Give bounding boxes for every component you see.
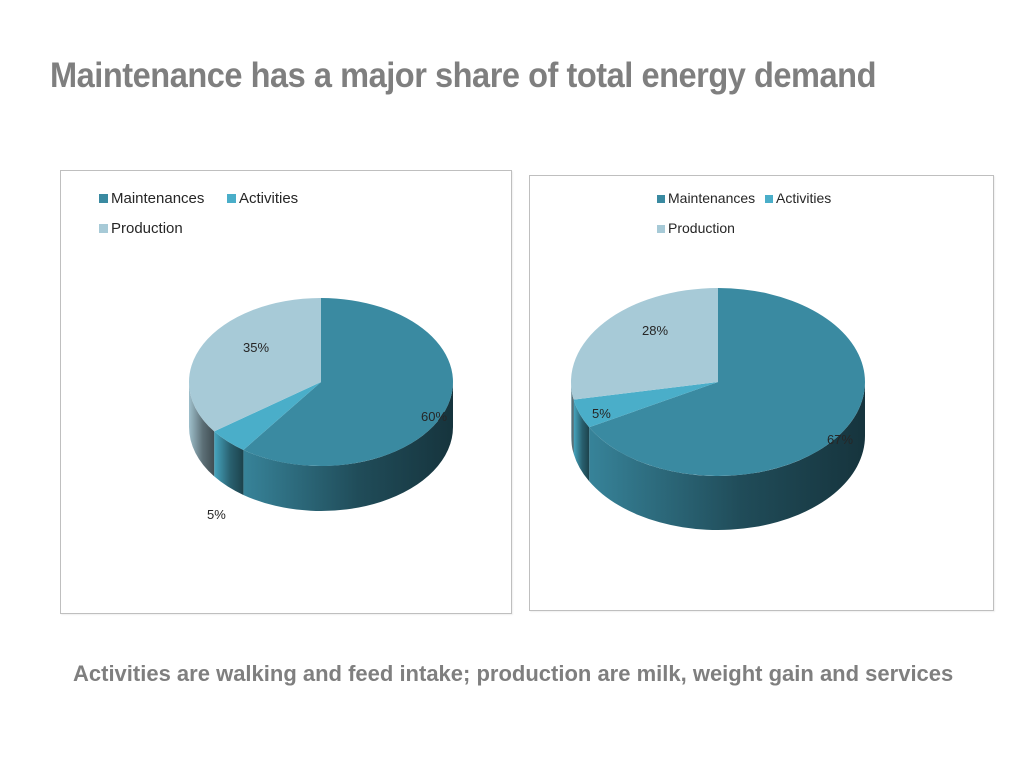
pie-side-activities — [214, 431, 244, 495]
legend-swatch-maintenances — [99, 194, 108, 203]
pie-slice-activities — [214, 382, 321, 450]
chart-1-frame: 60% 5% 35% Maintenances Activities Production — [60, 170, 512, 614]
legend-swatch-maintenances — [657, 195, 665, 203]
data-label-maintenances: 60% — [421, 409, 447, 424]
legend-label-activities: Activities — [776, 190, 831, 206]
pie-side-production — [189, 382, 215, 477]
data-label-production: 35% — [243, 340, 269, 355]
legend-label-production: Production — [668, 220, 735, 236]
pie-side-walls — [571, 382, 865, 530]
chart-legend: Maintenances Activities Production — [99, 190, 298, 237]
legend-swatch-activities — [765, 195, 773, 203]
chart-legend: Maintenances Activities Production — [657, 190, 831, 236]
chart-2-pie: 67% 5% 28% Maintenances Activities Production — [571, 190, 865, 530]
legend-label-maintenances: Maintenances — [668, 190, 755, 206]
slide-title: Maintenance has a major share of total e… — [50, 56, 876, 95]
legend-swatch-production — [99, 224, 108, 233]
slide-caption: Activities are walking and feed intake; … — [73, 661, 954, 686]
legend-label-production: Production — [111, 220, 183, 237]
data-label-activities: 5% — [592, 406, 611, 421]
pie-slice-production — [189, 298, 321, 432]
pie-side-activities — [573, 399, 590, 482]
legend-label-maintenances: Maintenances — [111, 190, 204, 207]
pie-side-production — [571, 382, 574, 454]
data-label-production: 28% — [642, 323, 668, 338]
pie-slice-maintenances — [243, 298, 453, 466]
pie-slices — [189, 298, 453, 466]
legend-swatch-activities — [227, 194, 236, 203]
pie-slices — [571, 288, 865, 476]
pie-side-walls — [189, 382, 453, 511]
pie-slice-production — [571, 288, 718, 400]
pie-slice-maintenances — [589, 288, 865, 476]
data-label-activities: 5% — [207, 507, 226, 522]
data-label-maintenances: 67% — [827, 432, 853, 447]
legend-label-activities: Activities — [239, 190, 298, 207]
pie-side-maintenances — [589, 382, 865, 530]
pie-side-maintenances — [243, 382, 453, 511]
chart-2-frame: 67% 5% 28% Maintenances Activities Production — [529, 175, 994, 611]
chart-1-pie: 60% 5% 35% Maintenances Activities Production — [99, 190, 453, 522]
legend-swatch-production — [657, 225, 665, 233]
pie-slice-activities — [573, 382, 718, 428]
